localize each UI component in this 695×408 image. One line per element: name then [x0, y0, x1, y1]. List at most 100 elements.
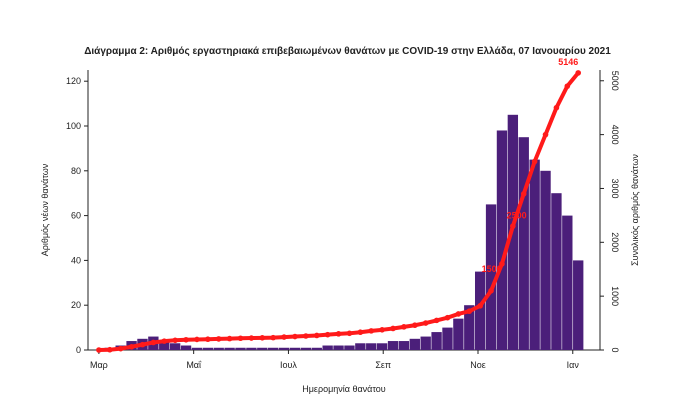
cumulative-point: [215, 336, 222, 342]
cumulative-point: [117, 345, 124, 352]
y-left-tick-label: 60: [71, 211, 81, 221]
bar: [366, 343, 377, 350]
cumulative-point: [488, 287, 494, 294]
bar: [224, 347, 235, 350]
bar: [551, 193, 562, 350]
cumulative-point: [128, 343, 135, 350]
bar: [278, 347, 290, 350]
cumulative-point: [455, 311, 462, 317]
cumulative-point: [553, 104, 560, 111]
cumulative-point: [542, 131, 549, 138]
cumulative-point: [313, 332, 320, 339]
y-left-tick-label: 80: [71, 166, 81, 176]
bar: [431, 332, 442, 350]
cumulative-point: [139, 341, 146, 348]
cumulative-point: [390, 325, 396, 332]
cumulative-point: [226, 335, 233, 342]
x-tick-label: Μαρ: [90, 360, 108, 370]
cumulative-point: [466, 308, 473, 315]
bar: [344, 345, 355, 350]
y-left-tick-label: 120: [66, 76, 81, 86]
y-right-tick-label: 0: [610, 347, 620, 352]
bar: [159, 341, 170, 350]
cumulative-point: [161, 338, 168, 344]
cumulative-point: [401, 324, 407, 330]
cumulative-point: [412, 322, 418, 329]
cumulative-point: [183, 336, 189, 343]
y-left-tick-label: 40: [71, 255, 81, 265]
bar: [202, 347, 214, 350]
bar: [409, 338, 420, 350]
cumulative-point: [564, 83, 571, 89]
y-left-tick-label: 0: [76, 345, 81, 355]
bar: [474, 271, 486, 350]
cumulative-point: [281, 334, 287, 340]
x-axis-title: Ημερομηνία θανάτου: [302, 384, 386, 394]
cumulative-point: [270, 334, 276, 341]
cumulative-point: [346, 330, 353, 337]
y-left-tick-label: 100: [66, 121, 81, 131]
cumulative-point: [357, 329, 364, 336]
cumulative-point: [499, 261, 505, 267]
cumulative-point: [205, 336, 211, 343]
chart-title: Διάγραμμα 2: Αριθμός εργαστηριακά επιβεβ…: [84, 46, 611, 57]
bar: [213, 347, 224, 350]
bar: [300, 347, 312, 350]
bar: [289, 347, 301, 350]
y-left-tick-label: 20: [71, 300, 81, 310]
cumulative-point: [422, 320, 429, 326]
cumulative-point: [335, 331, 342, 337]
bar: [180, 345, 192, 350]
cumulative-point: [106, 346, 113, 353]
bar: [376, 343, 388, 350]
cumulative-point: [379, 327, 385, 333]
cumulative-point: [324, 331, 331, 338]
bar: [169, 343, 181, 350]
cumulative-point: [292, 333, 298, 340]
y-axis-right-title: Συνολικός αριθμός θανάτων: [630, 154, 640, 266]
bar: [268, 347, 279, 350]
cumulative-point: [444, 314, 451, 321]
bar: [529, 159, 540, 350]
bar: [540, 170, 551, 350]
y-right-tick-label: 1000: [610, 286, 620, 306]
cumulative-point: [575, 70, 582, 76]
bar: [257, 347, 268, 350]
cumulative-point: [150, 339, 157, 346]
x-tick-label: Ιουλ: [280, 360, 297, 370]
cumulative-point: [303, 333, 309, 339]
cumulative-point: [510, 223, 516, 229]
line-annotation: 5146: [558, 57, 578, 67]
bar: [246, 347, 257, 350]
y-right-tick-label: 4000: [610, 125, 620, 145]
bar: [322, 345, 333, 350]
bar: [355, 343, 366, 350]
bar: [485, 204, 497, 350]
y-right-tick-label: 5000: [610, 71, 620, 91]
bar: [333, 345, 344, 350]
bar: [311, 347, 322, 350]
cumulative-point: [194, 336, 200, 343]
line-annotation: 1500: [482, 264, 502, 274]
bar: [387, 341, 399, 350]
bar: [420, 336, 431, 350]
y-axis-left-title: Αριθμός νέων θανάτων: [40, 163, 50, 256]
bar: [191, 347, 203, 350]
x-tick-label: Ιαν: [567, 360, 580, 370]
y-right-tick-label: 3000: [610, 178, 620, 198]
bar: [496, 130, 508, 350]
line-annotation: 2500: [507, 210, 527, 220]
x-tick-label: Νοε: [470, 360, 486, 370]
bar: [398, 341, 410, 350]
x-tick-label: Μαΐ: [186, 360, 202, 370]
cumulative-point: [531, 158, 538, 165]
cumulative-point: [520, 191, 527, 197]
bar: [453, 318, 464, 350]
cumulative-point: [259, 335, 266, 341]
bar: [235, 347, 246, 350]
cumulative-point: [368, 328, 375, 334]
bar: [573, 260, 584, 350]
bar: [562, 215, 573, 350]
bar: [464, 305, 475, 350]
